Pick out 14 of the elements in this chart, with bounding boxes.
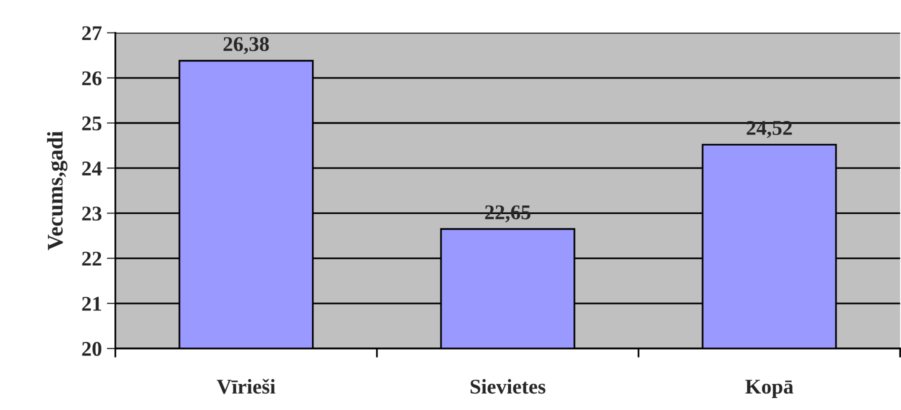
y-tick-label: 22 [82, 252, 102, 266]
data-label: 24,52 [746, 121, 792, 138]
y-axis-title: Vecums,gadi [47, 131, 68, 250]
y-tick-label: 21 [82, 296, 102, 311]
x-tick-label: Vīrieši [216, 378, 276, 394]
y-tick-label: 23 [82, 206, 102, 221]
y-tick-label: 24 [82, 162, 102, 176]
y-tick-label: 25 [82, 116, 102, 130]
y-tick-label: 27 [82, 26, 102, 40]
y-tick-label: 26 [82, 71, 102, 86]
y-tick-label: 20 [82, 342, 102, 356]
data-label: 26,38 [224, 37, 269, 54]
x-tick-label: Sievietes [470, 379, 546, 394]
x-tick-label: Kopā [745, 380, 794, 398]
